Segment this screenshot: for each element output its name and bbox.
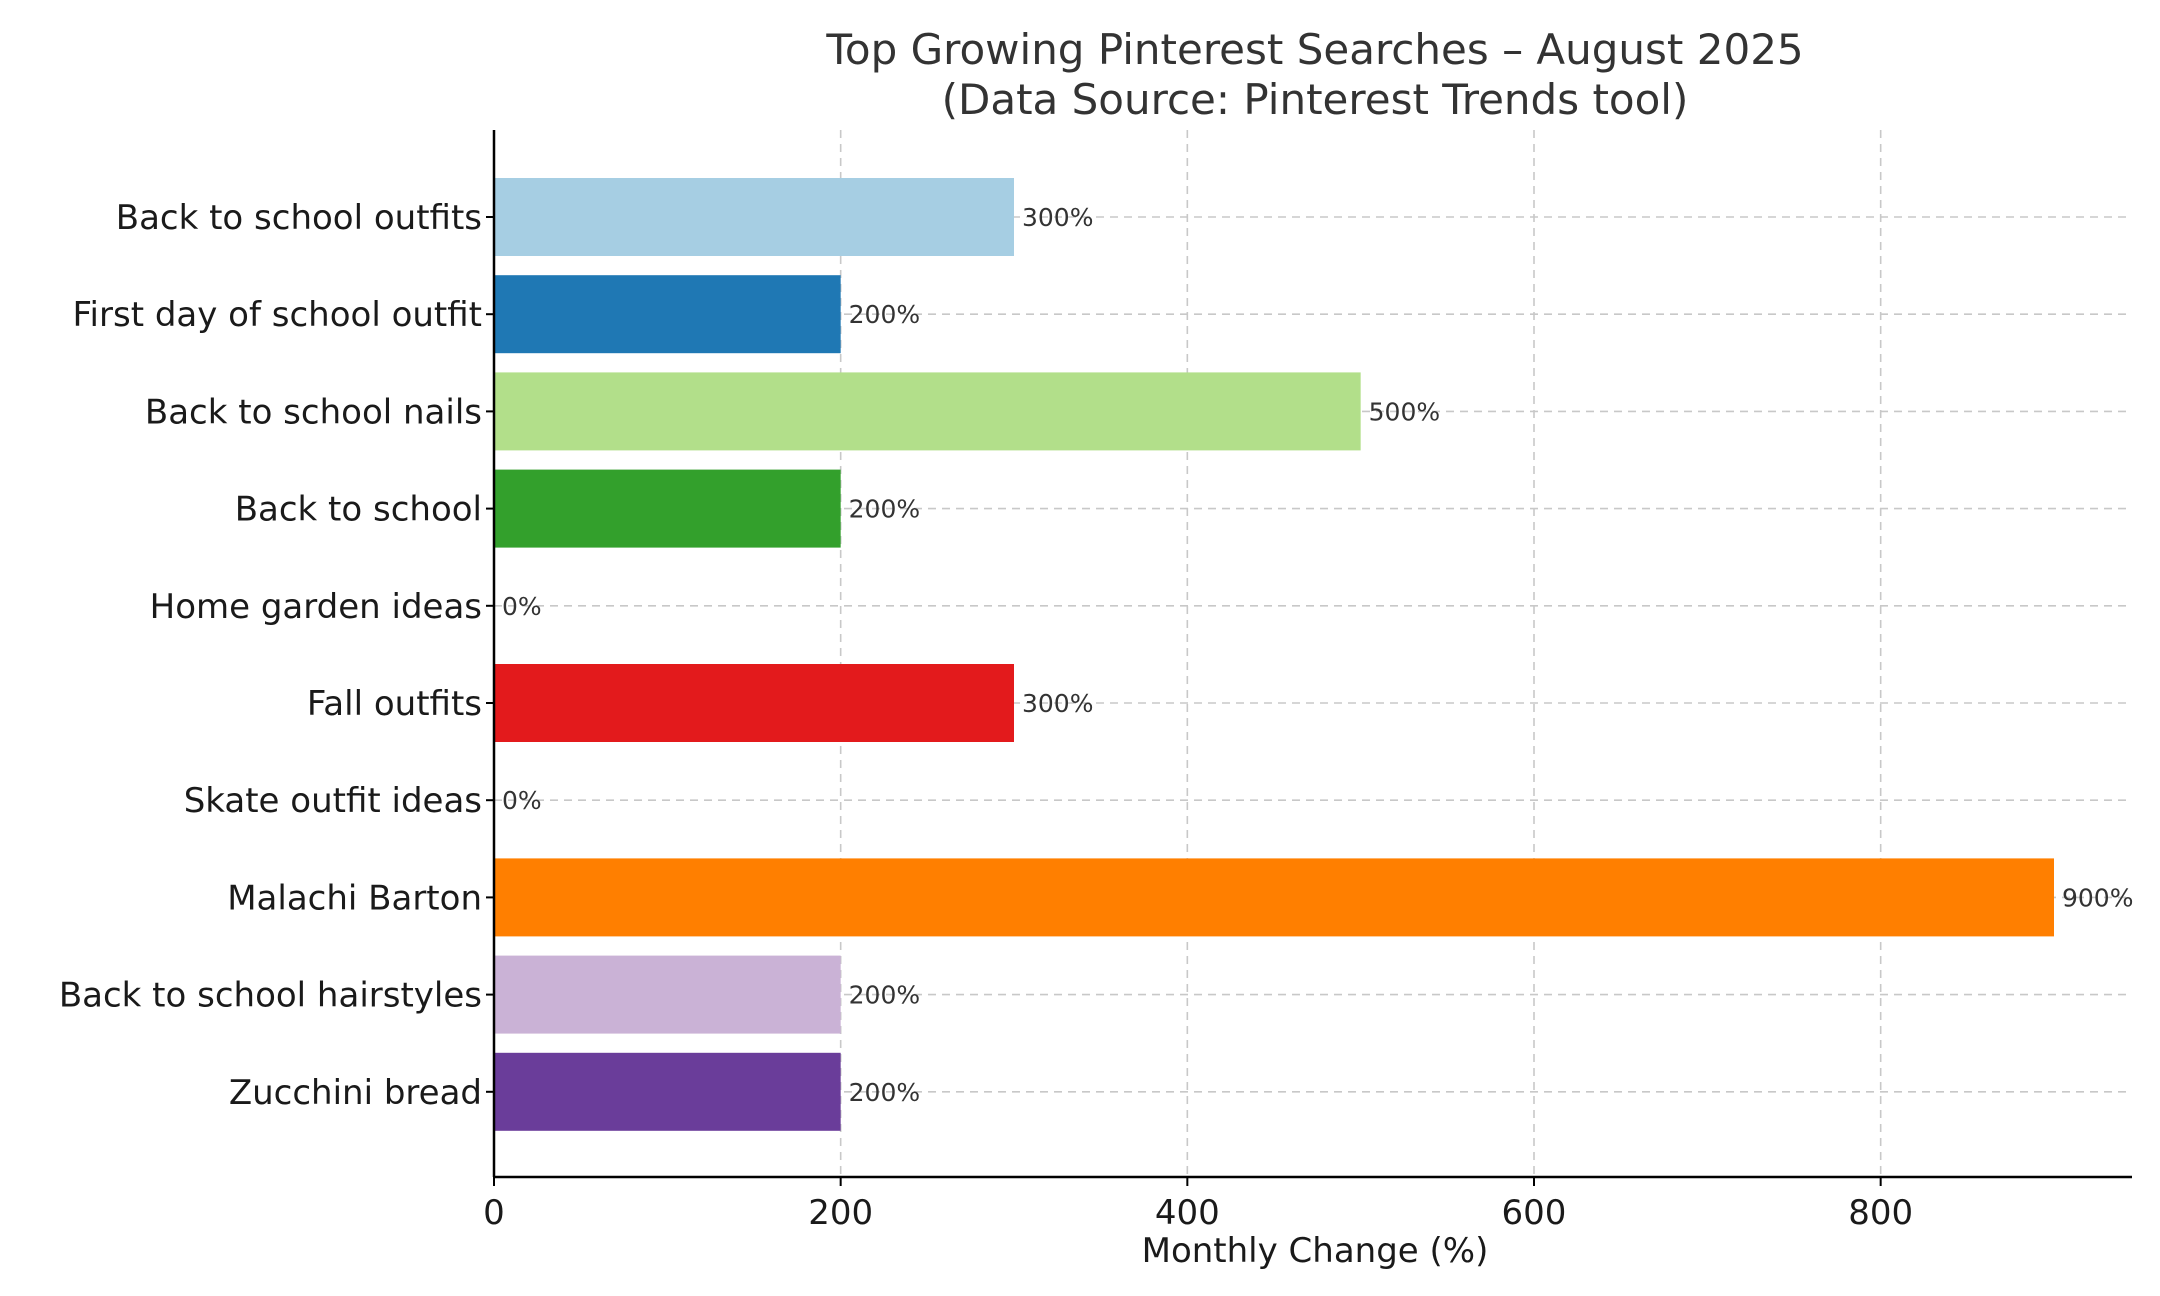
y-tick-label-0: Back to school outfits bbox=[116, 198, 482, 238]
label-layer: 300% Back to school outfits 200% First day … bbox=[59, 198, 2134, 1233]
x-tick-label-0: 0 bbox=[483, 1193, 505, 1233]
data-label-4: 0% bbox=[502, 592, 542, 621]
data-label-6: 0% bbox=[502, 786, 542, 815]
y-tick-label-6: Skate outfit ideas bbox=[184, 781, 482, 821]
y-tick-label-4: Home garden ideas bbox=[150, 587, 482, 627]
x-tick-label-200: 200 bbox=[808, 1193, 873, 1233]
y-tick-label-8: Back to school hairstyles bbox=[59, 976, 482, 1016]
chart-subtitle: (Data Source: Pinterest Trends tool) bbox=[942, 75, 1689, 124]
y-tick-label-7: Malachi Barton bbox=[227, 878, 482, 918]
data-label-5: 300% bbox=[1022, 689, 1093, 718]
bar-9 bbox=[494, 1052, 841, 1131]
x-tick-label-600: 600 bbox=[1502, 1193, 1567, 1233]
data-label-7: 900% bbox=[2062, 883, 2133, 912]
data-label-9: 200% bbox=[849, 1078, 920, 1107]
x-axis-label: Monthly Change (%) bbox=[1142, 1231, 1489, 1271]
bar-1 bbox=[494, 275, 841, 354]
data-label-0: 300% bbox=[1022, 203, 1093, 232]
data-label-3: 200% bbox=[849, 495, 920, 524]
chart-title: Top Growing Pinterest Searches – August … bbox=[825, 25, 1803, 74]
y-tick-label-1: First day of school outfit bbox=[72, 295, 482, 335]
bar-7 bbox=[494, 858, 2054, 937]
axis-layer bbox=[486, 130, 2132, 1186]
y-tick-label-3: Back to school bbox=[235, 490, 482, 530]
x-tick-label-400: 400 bbox=[1155, 1193, 1220, 1233]
x-tick-label-800: 800 bbox=[1848, 1193, 1913, 1233]
data-label-1: 200% bbox=[849, 300, 920, 329]
data-label-8: 200% bbox=[849, 981, 920, 1010]
data-label-2: 500% bbox=[1369, 397, 1440, 426]
bar-3 bbox=[494, 469, 841, 548]
bar-5 bbox=[494, 664, 1014, 742]
bar-layer bbox=[494, 178, 2054, 1131]
y-tick-label-9: Zucchini bread bbox=[229, 1073, 482, 1113]
bar-8 bbox=[494, 955, 841, 1034]
bar-0 bbox=[494, 178, 1014, 256]
y-tick-label-5: Fall outfits bbox=[307, 684, 482, 724]
y-tick-label-2: Back to school nails bbox=[145, 392, 482, 432]
bar-2 bbox=[494, 372, 1361, 451]
